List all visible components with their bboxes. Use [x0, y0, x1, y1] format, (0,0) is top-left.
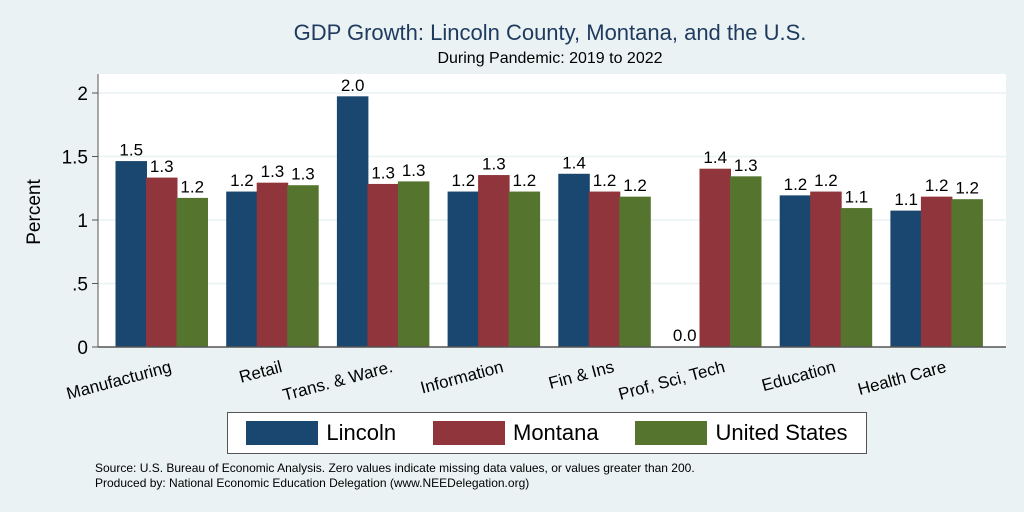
bar-united-states: [397, 181, 430, 348]
y-tick-label: .5: [72, 275, 88, 296]
legend-item-us: United States: [635, 420, 848, 446]
legend-item-lincoln: Lincoln: [246, 420, 396, 446]
data-label: 1.3: [291, 165, 315, 184]
bar-united-states: [619, 196, 651, 348]
bar-lincoln: [115, 161, 147, 348]
data-label: 1.2: [593, 171, 617, 190]
x-tick-label: Prof, Sci, Tech: [616, 357, 726, 404]
data-label: 1.3: [734, 156, 758, 175]
x-tick-label: Health Care: [856, 357, 949, 399]
bar-montana: [146, 177, 178, 348]
legend-item-montana: Montana: [433, 420, 599, 446]
data-label: 0.0: [673, 326, 697, 345]
y-tick-label: 2: [77, 84, 88, 105]
bar-lincoln: [226, 191, 258, 348]
y-tick-label: 0: [77, 338, 88, 359]
data-label: 1.2: [784, 175, 808, 194]
bar-united-states: [951, 199, 983, 348]
bar-montana: [699, 168, 731, 348]
data-label: 1.2: [955, 179, 979, 198]
bar-united-states: [176, 197, 208, 348]
x-tick-label: Education: [760, 357, 838, 395]
data-label: 1.3: [261, 162, 285, 181]
data-label: 1.2: [230, 171, 254, 190]
data-label: 1.4: [703, 148, 727, 167]
bar-united-states: [287, 185, 319, 348]
data-label: 1.3: [150, 157, 174, 176]
produced-by-note: Produced by: National Economic Education…: [95, 476, 530, 490]
bar-lincoln: [558, 173, 590, 348]
x-tick-label: Manufacturing: [64, 357, 173, 403]
legend-swatch: [246, 421, 319, 445]
legend: Lincoln Montana United States: [227, 412, 867, 454]
data-label: 1.5: [119, 141, 143, 160]
x-tick-label: Retail: [237, 357, 284, 387]
data-label: 1.3: [371, 163, 395, 182]
x-tick-label: Fin & Ins: [546, 357, 616, 393]
bar-united-states: [508, 191, 541, 348]
bar-montana: [588, 191, 621, 348]
data-label: 2.0: [341, 76, 365, 95]
chart-subtitle: During Pandemic: 2019 to 2022: [437, 50, 663, 67]
bar-lincoln: [779, 195, 812, 348]
legend-label: Montana: [513, 420, 599, 445]
data-label: 1.2: [180, 177, 204, 196]
data-label: 1.3: [402, 161, 426, 180]
legend-label: United States: [715, 420, 848, 445]
data-label: 1.2: [623, 176, 647, 195]
data-label: 1.2: [452, 171, 476, 190]
legend-swatch: [635, 421, 708, 445]
y-tick-label: 1.5: [62, 148, 88, 169]
source-note: Source: U.S. Bureau of Economic Analysis…: [95, 461, 695, 475]
bar-montana: [256, 182, 289, 348]
data-label: 1.1: [894, 190, 918, 209]
y-axis-label: Percent: [24, 179, 45, 245]
bar-united-states: [730, 176, 762, 348]
chart-title: GDP Growth: Lincoln County, Montana, and…: [293, 20, 807, 45]
data-label: 1.2: [925, 176, 949, 195]
data-label: 1.4: [562, 153, 586, 172]
data-label: 1.1: [845, 188, 869, 207]
bar-montana: [367, 183, 399, 348]
y-tick-label: 1: [77, 211, 88, 232]
x-tick-label: Trans. & Ware.: [281, 357, 395, 405]
data-label: 1.2: [814, 171, 838, 190]
bar-montana: [478, 175, 510, 348]
bar-lincoln: [336, 96, 369, 348]
legend-swatch: [433, 421, 505, 445]
bar-lincoln: [447, 191, 480, 348]
bar-montana: [920, 196, 953, 348]
legend-label: Lincoln: [326, 420, 397, 445]
x-tick-label: Information: [418, 357, 505, 397]
bar-lincoln: [890, 210, 922, 348]
bar-montana: [810, 191, 842, 348]
data-label: 1.3: [482, 155, 506, 174]
data-label: 1.2: [513, 171, 537, 190]
bar-united-states: [840, 208, 873, 348]
